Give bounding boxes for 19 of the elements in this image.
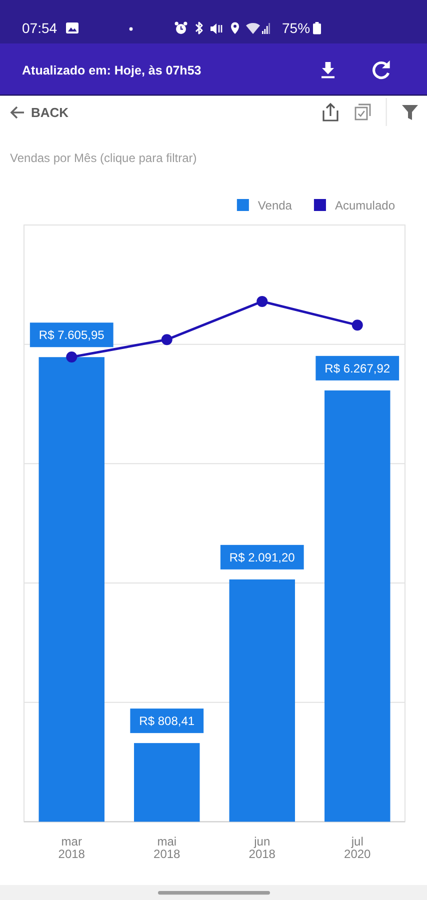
x-tick-label: jul 2020 [344, 834, 372, 861]
point [66, 352, 78, 363]
chart-title: Vendas por Mês (clique para filtrar) [10, 151, 197, 165]
point [352, 320, 363, 331]
point [161, 334, 172, 346]
legend-label: Venda [258, 198, 292, 212]
text: 07:54 [22, 20, 58, 36]
text: 75% [282, 20, 310, 36]
data-label: R$ 2.091,20 [229, 550, 296, 565]
text: BACK [31, 105, 70, 120]
x-tick-label: mai 2018 [154, 834, 181, 861]
x-tick-label: mar 2018 [58, 834, 86, 861]
data-label: R$ 6.267,92 [324, 362, 390, 376]
x-tick-label: jun 2018 [248, 834, 276, 861]
data-label: R$ 808,41 [139, 714, 195, 728]
text: Atualizado em: Hoje, às 07h53 [22, 64, 202, 78]
point [256, 296, 268, 307]
data-label: R$ 7.605,95 [38, 328, 105, 342]
legend-label: Acumulado [334, 198, 396, 212]
